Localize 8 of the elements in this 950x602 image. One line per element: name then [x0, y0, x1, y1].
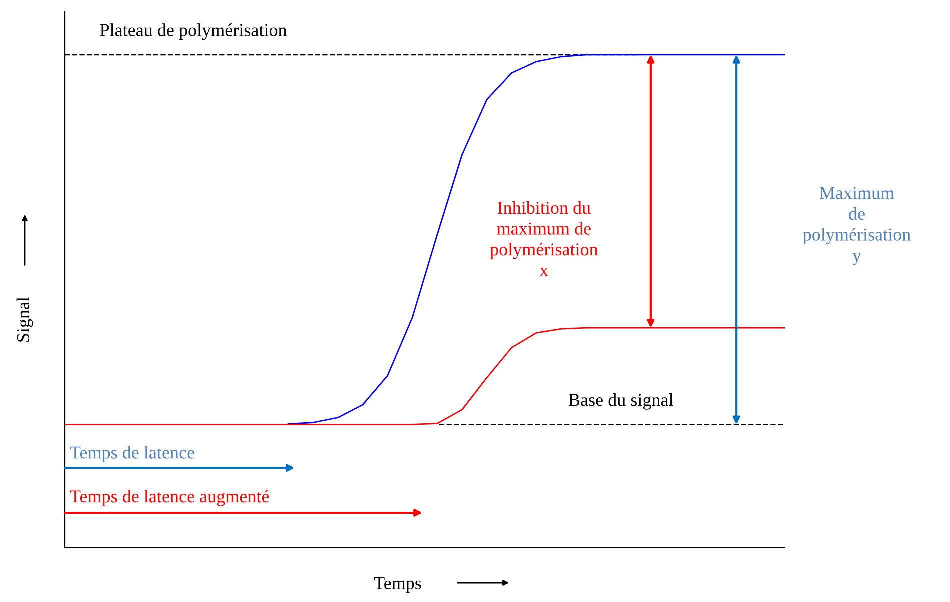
annotation: Inhibition du maximum de polymérisation x [490, 201, 598, 276]
ref-line-label: Base du signal [569, 394, 674, 410]
x-axis-title: Temps [374, 578, 422, 594]
text: Maximum de polymérisation y [803, 187, 911, 266]
annotation: Temps de latence augmenté [70, 490, 270, 506]
ref-line-label: Plateau de polymérisation [100, 24, 288, 40]
y-axis-title: Signal [16, 297, 34, 342]
annotation: Temps de latence [70, 446, 194, 462]
